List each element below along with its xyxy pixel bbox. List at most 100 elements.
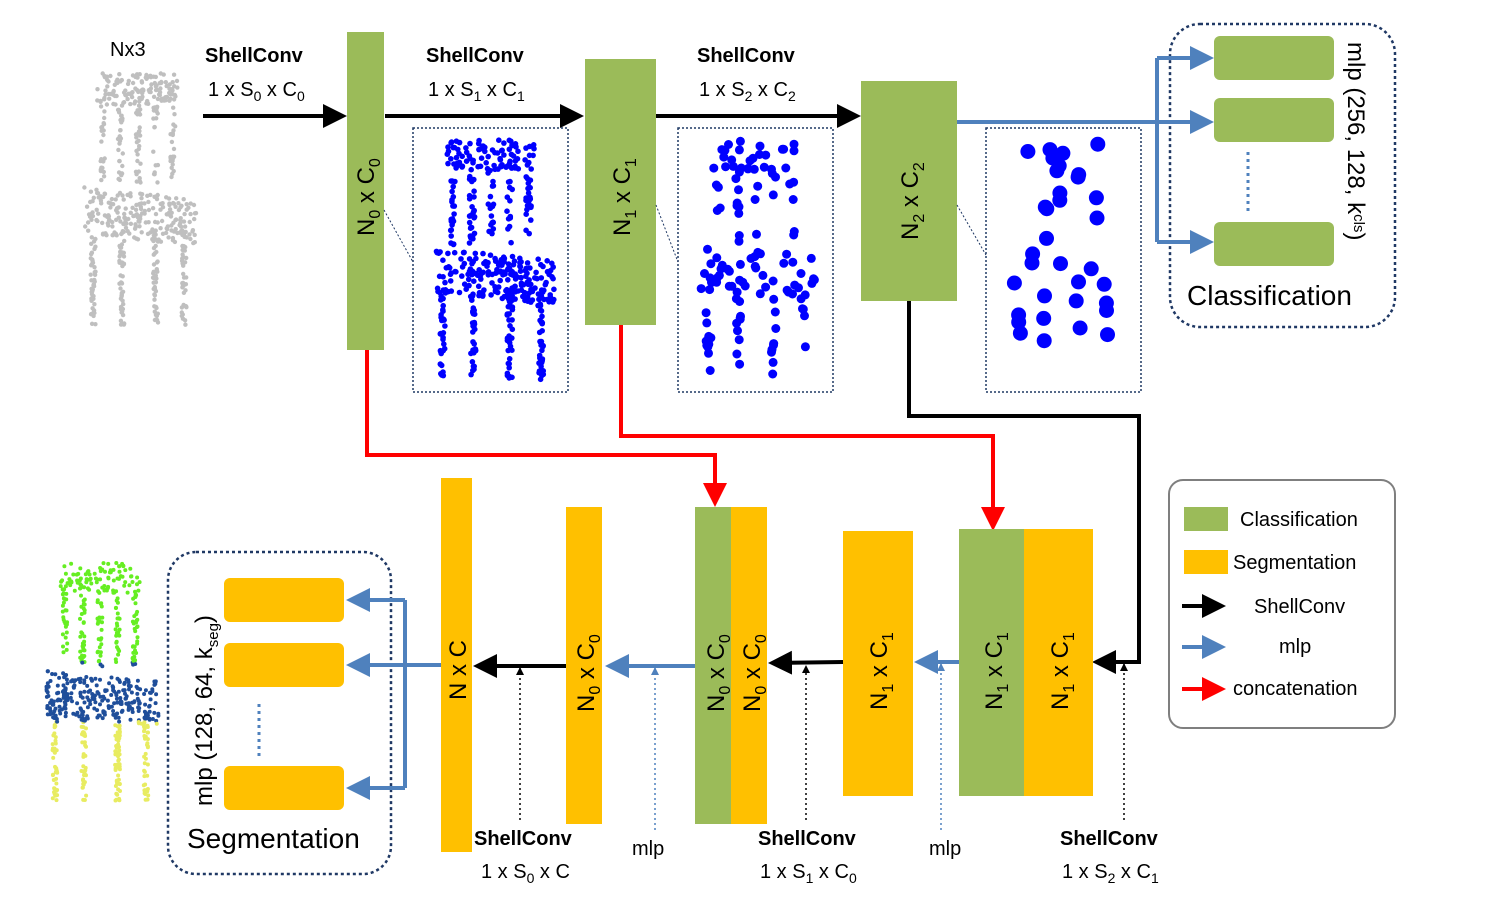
point bbox=[102, 115, 107, 121]
point bbox=[101, 132, 106, 138]
point bbox=[768, 190, 778, 200]
point bbox=[85, 683, 90, 688]
point bbox=[171, 72, 177, 77]
point bbox=[93, 244, 98, 249]
point bbox=[82, 597, 87, 602]
seg-mlp-layer-0 bbox=[224, 578, 344, 622]
point bbox=[79, 612, 84, 616]
point bbox=[135, 152, 140, 157]
point bbox=[140, 87, 145, 92]
point bbox=[110, 233, 115, 238]
point bbox=[151, 238, 156, 243]
points-panel-0 bbox=[412, 127, 569, 393]
point bbox=[501, 140, 507, 146]
point bbox=[101, 174, 107, 179]
point bbox=[117, 177, 123, 183]
point bbox=[459, 153, 466, 160]
point bbox=[50, 796, 55, 801]
point bbox=[177, 222, 182, 228]
point bbox=[789, 146, 799, 156]
point bbox=[470, 323, 476, 329]
point bbox=[540, 368, 546, 374]
point bbox=[135, 237, 141, 242]
point bbox=[156, 713, 161, 718]
point bbox=[505, 303, 512, 310]
point bbox=[476, 137, 482, 144]
point bbox=[171, 128, 176, 133]
svg-text:ShellConv: ShellConv bbox=[697, 45, 796, 67]
point bbox=[120, 289, 126, 294]
point bbox=[142, 768, 147, 773]
point bbox=[136, 705, 141, 710]
point bbox=[470, 291, 476, 298]
point bbox=[174, 78, 180, 84]
point bbox=[118, 273, 123, 278]
point bbox=[54, 781, 59, 786]
point bbox=[153, 280, 159, 285]
point bbox=[53, 672, 58, 677]
point bbox=[520, 282, 527, 288]
point bbox=[80, 740, 85, 745]
point bbox=[119, 310, 124, 315]
point bbox=[1099, 303, 1114, 318]
point bbox=[131, 658, 136, 663]
point bbox=[538, 275, 545, 281]
dec-label-1: mlp bbox=[632, 838, 664, 860]
point bbox=[458, 256, 464, 262]
point bbox=[181, 219, 187, 224]
point bbox=[79, 593, 83, 598]
point bbox=[115, 193, 120, 198]
point bbox=[1039, 230, 1054, 246]
point bbox=[103, 88, 108, 93]
point bbox=[151, 149, 156, 154]
point bbox=[81, 797, 86, 802]
point bbox=[122, 238, 127, 244]
point bbox=[134, 593, 139, 598]
dec-label-4: ShellConv 1 x S2 x C1 bbox=[1060, 828, 1159, 886]
dec-block-n1c1-label: N1 x C1 bbox=[866, 632, 897, 710]
point bbox=[105, 586, 110, 590]
point bbox=[91, 195, 97, 200]
point bbox=[161, 98, 167, 103]
point bbox=[142, 761, 147, 766]
point bbox=[183, 304, 188, 309]
point bbox=[79, 583, 84, 588]
point bbox=[111, 712, 116, 717]
point bbox=[62, 693, 67, 698]
point bbox=[101, 709, 106, 714]
legend-box bbox=[1168, 479, 1396, 729]
point bbox=[117, 141, 122, 146]
point bbox=[121, 254, 127, 259]
point bbox=[506, 365, 512, 371]
point bbox=[523, 174, 529, 180]
point bbox=[120, 163, 125, 169]
point bbox=[167, 82, 172, 87]
point bbox=[126, 216, 131, 222]
svg-text:1 x S2 x C1: 1 x S2 x C1 bbox=[1062, 861, 1159, 886]
point bbox=[135, 609, 140, 614]
point bbox=[145, 737, 150, 742]
point bbox=[543, 279, 549, 286]
point bbox=[148, 697, 153, 702]
point bbox=[54, 770, 59, 775]
point bbox=[146, 207, 152, 213]
point bbox=[108, 568, 113, 573]
point bbox=[120, 574, 125, 579]
enc-block-2-label: N2 x C2 bbox=[897, 162, 928, 240]
point bbox=[80, 712, 85, 717]
point bbox=[100, 698, 105, 703]
point bbox=[80, 785, 85, 790]
point bbox=[181, 290, 187, 295]
point bbox=[50, 672, 55, 676]
point bbox=[154, 116, 159, 121]
point bbox=[180, 281, 185, 286]
point bbox=[159, 218, 165, 224]
point bbox=[491, 162, 497, 169]
point bbox=[781, 163, 791, 173]
point bbox=[506, 317, 512, 323]
point bbox=[750, 195, 760, 204]
point bbox=[179, 203, 184, 208]
point bbox=[113, 231, 119, 236]
point bbox=[122, 211, 127, 217]
